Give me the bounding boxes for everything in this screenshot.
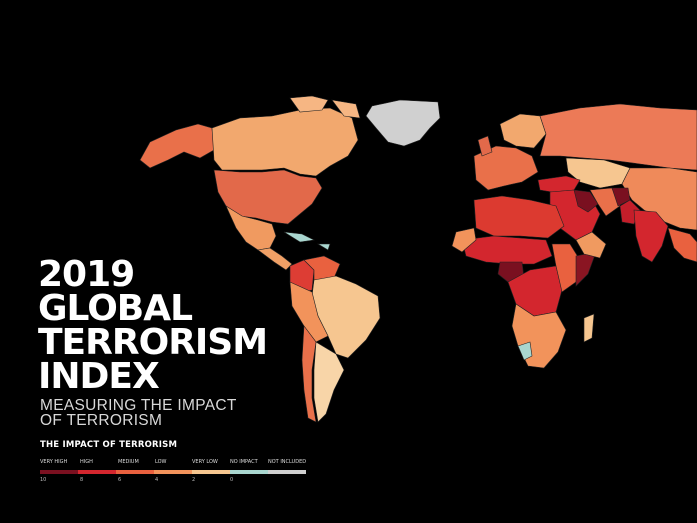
region-central-asia xyxy=(565,157,631,189)
region-sahel xyxy=(461,235,553,265)
title-line-global: GLOBAL xyxy=(38,288,193,329)
region-southern-africa-no-impact xyxy=(517,341,533,361)
legend-number-0: 0 xyxy=(230,477,234,483)
region-mexico xyxy=(225,205,277,251)
region-india xyxy=(633,209,669,263)
region-somalia xyxy=(575,251,597,287)
title-line-index: INDEX xyxy=(38,356,160,397)
region-argentina xyxy=(313,341,345,423)
legend-label-very-high: VERY HIGH xyxy=(40,459,68,465)
legend-swatch-low xyxy=(154,470,192,474)
region-central-america xyxy=(257,247,293,271)
region-peru xyxy=(289,281,329,343)
legend-label-low: LOW xyxy=(155,459,167,465)
region-scandinavia xyxy=(499,113,547,149)
legend-swatch-medium xyxy=(116,470,154,474)
region-arabian-peninsula xyxy=(575,231,607,259)
legend-scale-numbers: 10 8 6 4 2 0 xyxy=(40,477,310,485)
legend-label-not-included: NOT INCLUDED xyxy=(268,459,307,465)
legend-title: THE IMPACT OF TERRORISM xyxy=(40,440,178,450)
page-title: 2019 GLOBAL TERRORISM INDEX xyxy=(38,254,268,397)
region-caribbean xyxy=(283,231,331,251)
region-turkey xyxy=(537,175,581,193)
region-canada-islands xyxy=(289,95,361,119)
region-southeast-asia xyxy=(667,227,697,263)
legend-number-6: 6 xyxy=(118,477,122,483)
legend-label-no-impact: NO IMPACT xyxy=(230,459,258,465)
legend-number-2: 2 xyxy=(192,477,196,483)
region-russia xyxy=(539,103,697,171)
legend-number-10: 10 xyxy=(40,477,47,483)
legend-swatch-very-high xyxy=(40,470,78,474)
page-subtitle: MEASURING THE IMPACT OF TERRORISM xyxy=(40,397,237,429)
subtitle-line-2: OF TERRORISM xyxy=(40,412,163,429)
legend-label-high: HIGH xyxy=(80,459,93,465)
region-greenland xyxy=(365,99,441,147)
region-madagascar xyxy=(583,313,595,343)
legend-number-8: 8 xyxy=(80,477,84,483)
region-north-africa xyxy=(473,195,565,239)
legend-swatch-high xyxy=(78,470,116,474)
legend-swatch-no-impact xyxy=(230,470,268,474)
subtitle-line-1: MEASURING THE IMPACT xyxy=(40,397,237,414)
title-line-terrorism: TERRORISM xyxy=(38,322,268,363)
legend-color-bar xyxy=(40,470,306,474)
region-alaska xyxy=(139,123,215,169)
region-uk xyxy=(477,135,493,157)
legend-label-medium: MEDIUM xyxy=(118,459,139,465)
region-western-europe xyxy=(473,145,539,191)
title-line-year: 2019 xyxy=(38,254,135,295)
legend-label-very-low: VERY LOW xyxy=(192,459,218,465)
region-iraq xyxy=(573,189,599,213)
region-iran xyxy=(589,187,621,217)
region-chile xyxy=(301,325,317,423)
legend-swatch-very-low xyxy=(192,470,230,474)
region-canada xyxy=(211,107,359,177)
legend-categories: VERY HIGH HIGH MEDIUM LOW VERY LOW NO IM… xyxy=(40,459,310,469)
legend-number-4: 4 xyxy=(155,477,159,483)
legend-swatch-not-included xyxy=(268,470,306,474)
region-west-africa xyxy=(451,227,477,253)
map-legend: THE IMPACT OF TERRORISM VERY HIGH HIGH M… xyxy=(40,440,310,485)
